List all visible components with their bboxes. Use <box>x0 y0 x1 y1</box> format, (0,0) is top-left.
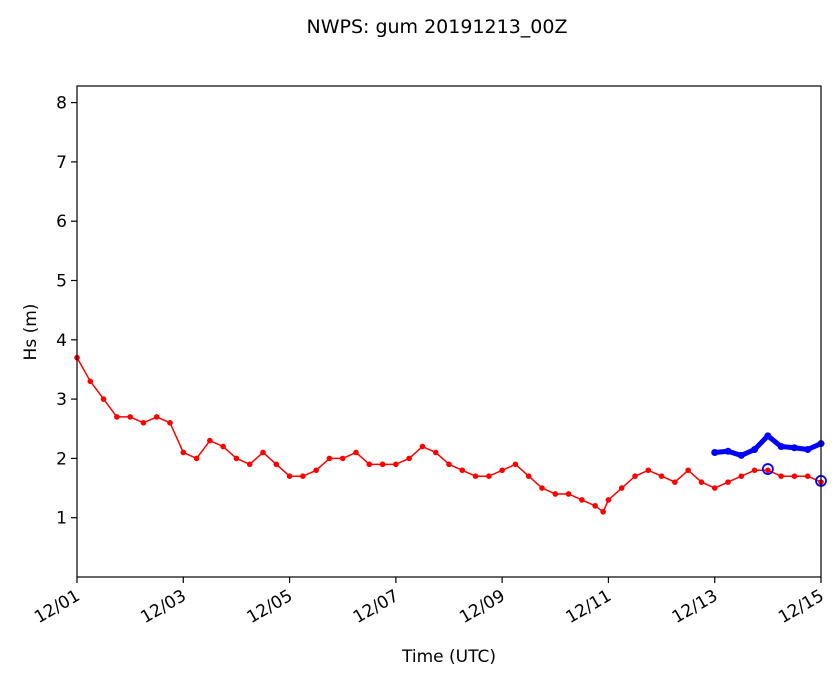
data-point-observed <box>804 473 811 479</box>
data-point-observed <box>393 461 399 468</box>
data-point-observed <box>140 420 147 426</box>
data-point-model <box>777 443 785 451</box>
y-tick-label: 2 <box>56 449 67 469</box>
series-line-observed <box>76 356 822 513</box>
x-axis-label: Time (UTC) <box>401 647 496 667</box>
x-tick-label: 12/11 <box>562 586 614 628</box>
x-tick-label: 12/07 <box>350 586 402 628</box>
data-point-observed <box>738 473 745 479</box>
data-point-observed <box>180 449 187 456</box>
data-point-model <box>751 446 759 454</box>
data-point-observed <box>207 437 213 444</box>
data-point-observed <box>167 420 173 426</box>
x-tick-label: 12/15 <box>775 586 827 628</box>
data-point-observed <box>711 485 718 491</box>
axes-frame <box>76 85 822 578</box>
data-point-observed <box>87 378 94 385</box>
data-point-observed <box>512 461 519 468</box>
y-tick-label: 4 <box>56 331 67 351</box>
x-tick-label: 12/05 <box>244 586 296 628</box>
data-point-observed <box>286 473 293 479</box>
data-point-observed <box>446 461 452 468</box>
x-tick-label: 12/01 <box>31 586 83 628</box>
data-point-observed <box>751 467 758 474</box>
data-point-observed <box>499 467 505 474</box>
data-point-observed <box>765 467 771 474</box>
data-point-observed <box>100 396 107 402</box>
data-point-observed <box>472 473 479 479</box>
x-axis: 12/01 12/03 12/05 12/07 12/09 12/11 12/13 12/15 <box>31 577 828 628</box>
plot-area <box>74 354 827 515</box>
data-point-model <box>724 447 732 455</box>
data-point-observed <box>565 491 572 497</box>
data-point-observed <box>618 485 625 491</box>
data-point-observed <box>273 461 280 468</box>
y-tick-label: 8 <box>56 94 67 114</box>
data-point-observed <box>406 455 412 462</box>
data-point-observed <box>459 467 466 474</box>
y-tick-label: 7 <box>56 153 67 173</box>
data-point-observed <box>539 485 545 491</box>
data-point-observed <box>791 473 798 479</box>
x-tick-label: 12/13 <box>669 586 721 628</box>
data-point-observed <box>486 473 492 479</box>
data-point-observed <box>632 473 638 479</box>
data-point-model <box>764 432 772 440</box>
data-point-observed <box>685 467 691 474</box>
data-point-model <box>790 444 798 452</box>
x-tick-label: 12/03 <box>137 586 189 628</box>
data-point-observed <box>525 473 532 479</box>
data-point-observed <box>592 503 598 509</box>
data-point-model <box>737 451 745 459</box>
data-point-observed <box>300 473 306 479</box>
data-point-observed <box>432 449 439 456</box>
data-point-observed <box>313 467 319 474</box>
data-point-model <box>804 446 812 454</box>
data-point-observed <box>658 473 665 479</box>
data-point-observed <box>114 414 120 420</box>
data-point-observed <box>672 479 678 485</box>
data-point-observed <box>127 414 133 420</box>
data-point-observed <box>579 497 585 503</box>
y-axis-label: Hs (m) <box>21 304 41 361</box>
data-point-observed <box>600 508 606 515</box>
data-point-observed <box>725 479 731 485</box>
data-point-observed <box>605 497 612 503</box>
data-point-observed <box>366 461 373 468</box>
open-circle-marker <box>761 463 774 475</box>
data-point-observed <box>233 455 240 462</box>
data-point-observed <box>193 455 200 462</box>
data-point-observed <box>326 455 333 462</box>
data-point-observed <box>220 443 226 450</box>
data-point-observed <box>698 479 705 485</box>
x-tick-label: 12/09 <box>456 586 508 628</box>
data-point-observed <box>552 491 559 497</box>
data-point-observed <box>246 461 253 468</box>
y-axis: 1 2 3 4 5 6 7 8 <box>56 94 77 529</box>
data-point-observed <box>353 449 359 456</box>
data-point-model <box>711 448 719 456</box>
y-tick-label: 3 <box>56 390 67 410</box>
data-point-observed <box>260 449 266 456</box>
data-point-observed <box>339 455 346 462</box>
data-point-observed <box>419 443 426 450</box>
y-tick-label: 1 <box>56 509 67 529</box>
data-point-observed <box>778 473 784 479</box>
data-point-observed <box>153 414 160 420</box>
chart-title: NWPS: gum 20191213_00Z <box>306 16 567 38</box>
data-point-observed <box>645 467 652 474</box>
y-tick-label: 6 <box>56 212 67 232</box>
data-point-observed <box>379 461 386 468</box>
y-tick-label: 5 <box>56 272 67 292</box>
